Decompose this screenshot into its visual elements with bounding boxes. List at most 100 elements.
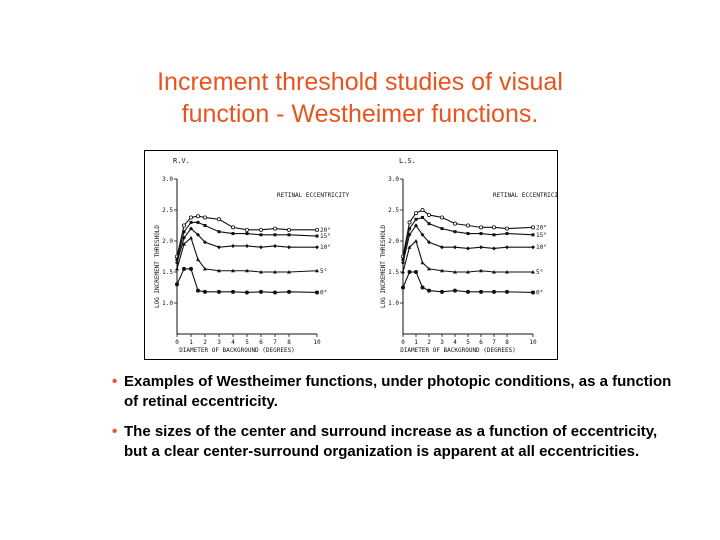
series-end-label: 15° [536, 232, 547, 239]
data-point [217, 289, 222, 294]
data-point [189, 220, 193, 224]
data-point [504, 226, 509, 231]
series-end-label: 0° [536, 289, 543, 296]
data-point [272, 226, 277, 231]
x-tick-label: 4 [231, 339, 235, 346]
data-point [401, 270, 405, 274]
data-point [452, 221, 457, 226]
data-point [453, 245, 457, 250]
data-point [286, 227, 291, 232]
data-point [217, 230, 221, 234]
series-end-label: 15° [320, 233, 331, 240]
data-point [203, 240, 207, 245]
x-tick-label: 7 [273, 339, 277, 346]
data-point [314, 227, 319, 232]
data-point [407, 245, 412, 249]
x-tick-label: 5 [245, 339, 249, 346]
data-point [401, 258, 405, 262]
data-point [408, 227, 411, 231]
data-point [421, 215, 424, 219]
data-point [196, 288, 201, 293]
data-point [491, 289, 496, 294]
series-end-label: 20° [320, 227, 331, 234]
series-line [176, 227, 317, 263]
data-point [414, 223, 418, 228]
y-tick-label: 1.0 [388, 300, 399, 307]
data-point [259, 289, 264, 294]
data-point [420, 208, 425, 213]
data-point [182, 230, 186, 234]
data-point [245, 227, 250, 232]
bullet-list: • Examples of Westheimer functions, unde… [112, 372, 674, 472]
data-point [273, 233, 277, 237]
data-point [203, 289, 208, 294]
data-point [245, 290, 250, 295]
bullet-dot: • [112, 423, 118, 440]
data-point [420, 260, 425, 265]
data-point [531, 270, 535, 274]
data-point [478, 289, 483, 294]
data-point [287, 233, 291, 237]
data-point [231, 268, 235, 273]
data-point [196, 232, 200, 237]
x-tick-label: 8 [287, 339, 291, 346]
data-point [231, 243, 235, 248]
x-tick-label: 8 [505, 339, 509, 346]
data-point [272, 290, 277, 295]
data-point [314, 290, 319, 295]
data-point [315, 234, 319, 238]
data-point [287, 270, 291, 274]
data-point [400, 285, 405, 290]
data-point [231, 225, 236, 230]
data-point [492, 233, 496, 237]
y-tick-label: 2.0 [388, 238, 399, 245]
x-tick-label: 5 [466, 339, 470, 346]
data-point [182, 266, 187, 271]
legend-title: RETINAL ECCENTRICITY [277, 192, 350, 199]
data-point [414, 217, 418, 221]
slide-title: Increment threshold studies of visual fu… [60, 66, 660, 130]
data-point [420, 232, 425, 237]
data-point [259, 270, 263, 274]
legend-title: RETINAL ECCENTRICITY [493, 192, 557, 199]
data-point [203, 215, 208, 220]
data-point [315, 268, 319, 273]
x-tick-label: 6 [479, 339, 483, 346]
data-point [439, 215, 444, 220]
data-point [401, 260, 405, 265]
series-end-label: 10° [536, 244, 547, 251]
data-point [413, 211, 418, 216]
y-axis-label: LOG INCREMENT THRESHOLD [154, 225, 161, 308]
data-point [407, 270, 412, 275]
data-point [505, 245, 509, 250]
data-point [440, 268, 444, 273]
y-tick-label: 1.5 [388, 269, 399, 276]
data-point [492, 246, 496, 251]
subject-label: R.V. [173, 157, 190, 165]
data-point [427, 240, 431, 245]
subject-label: L.S. [399, 157, 416, 165]
y-tick-label: 2.5 [162, 207, 173, 214]
data-point [479, 268, 483, 273]
data-point [189, 266, 194, 271]
data-point [466, 246, 470, 251]
data-point [466, 232, 470, 236]
data-point [491, 225, 496, 230]
y-tick-label: 3.0 [162, 176, 173, 183]
data-point [217, 245, 221, 250]
data-point [505, 270, 509, 274]
data-point [478, 225, 483, 230]
data-point [439, 289, 444, 294]
series-line [402, 216, 534, 260]
data-point [426, 212, 431, 217]
x-tick-label: 0 [175, 339, 179, 346]
y-tick-label: 2.0 [162, 238, 173, 245]
data-point [259, 227, 264, 232]
data-point [182, 235, 186, 240]
data-point [175, 258, 179, 262]
x-axis-label: DIAMETER OF BACKGROUND (DEGREES) [400, 347, 516, 354]
data-point [245, 243, 249, 248]
series-line [402, 224, 533, 263]
bullet-item: • Examples of Westheimer functions, unde… [112, 372, 674, 412]
